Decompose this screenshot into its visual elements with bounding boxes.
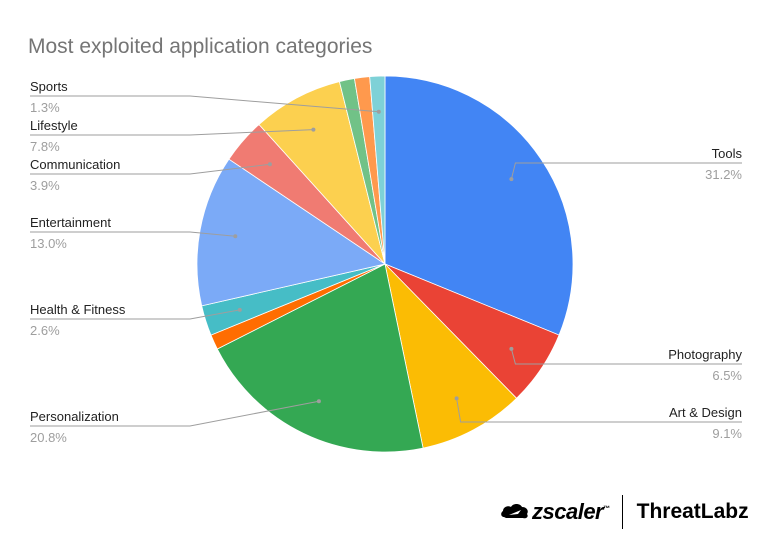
leader-line	[30, 163, 270, 175]
slice-label-value: 3.9%	[30, 178, 60, 193]
zscaler-logo: zscaler™	[500, 499, 610, 525]
slice-label-name: Photography	[668, 347, 742, 362]
leader-line	[30, 309, 240, 320]
label-leaders	[30, 95, 742, 427]
leader-line	[510, 348, 742, 365]
leader-line	[30, 231, 236, 237]
pie-slice-sports	[369, 75, 386, 265]
brand-footer: zscaler™ ThreatLabz	[500, 492, 749, 532]
pie-slice-art-design	[384, 262, 518, 449]
zscaler-wordmark: zscaler™	[532, 499, 610, 524]
brand-divider	[621, 495, 623, 529]
slice-label-name: Sports	[30, 79, 68, 94]
pie-slice-entertainment	[196, 158, 386, 307]
slice-label-name: Communication	[30, 157, 120, 172]
chart-title: Most exploited application categories	[28, 35, 372, 58]
zscaler-cloud-icon	[501, 504, 528, 519]
slice-label-name: Tools	[712, 146, 743, 161]
slice-label-name: Art & Design	[669, 405, 742, 420]
slice-label-value: 13.0%	[30, 236, 67, 251]
slice-labels: Tools 31.2% Photography 6.5% Art & Design 9.1…	[30, 79, 742, 445]
slice-label-name: Health & Fitness	[30, 302, 126, 317]
leader-line	[30, 129, 314, 136]
slice-label-name: Entertainment	[30, 215, 111, 230]
leader-line	[30, 400, 319, 427]
slice-label-name: Personalization	[30, 409, 119, 424]
slice-label-value: 20.8%	[30, 430, 67, 445]
leader-line	[456, 398, 742, 423]
slice-label-value: 9.1%	[712, 426, 742, 441]
leader-line	[510, 162, 742, 180]
slice-label-value: 1.3%	[30, 100, 60, 115]
pie-slice-tools	[384, 75, 574, 336]
pie-slices	[196, 75, 574, 453]
slice-label-name: Lifestyle	[30, 118, 78, 133]
slice-label-value: 2.6%	[30, 323, 60, 338]
slice-label-value: 6.5%	[712, 368, 742, 383]
pie-slice-personalization	[216, 263, 424, 453]
leader-line	[30, 95, 379, 113]
slice-label-value: 31.2%	[705, 167, 742, 182]
pie-slice-lifestyle	[258, 81, 386, 265]
slice-label-value: 7.8%	[30, 139, 60, 154]
threatlabz-wordmark: ThreatLabz	[636, 500, 749, 523]
